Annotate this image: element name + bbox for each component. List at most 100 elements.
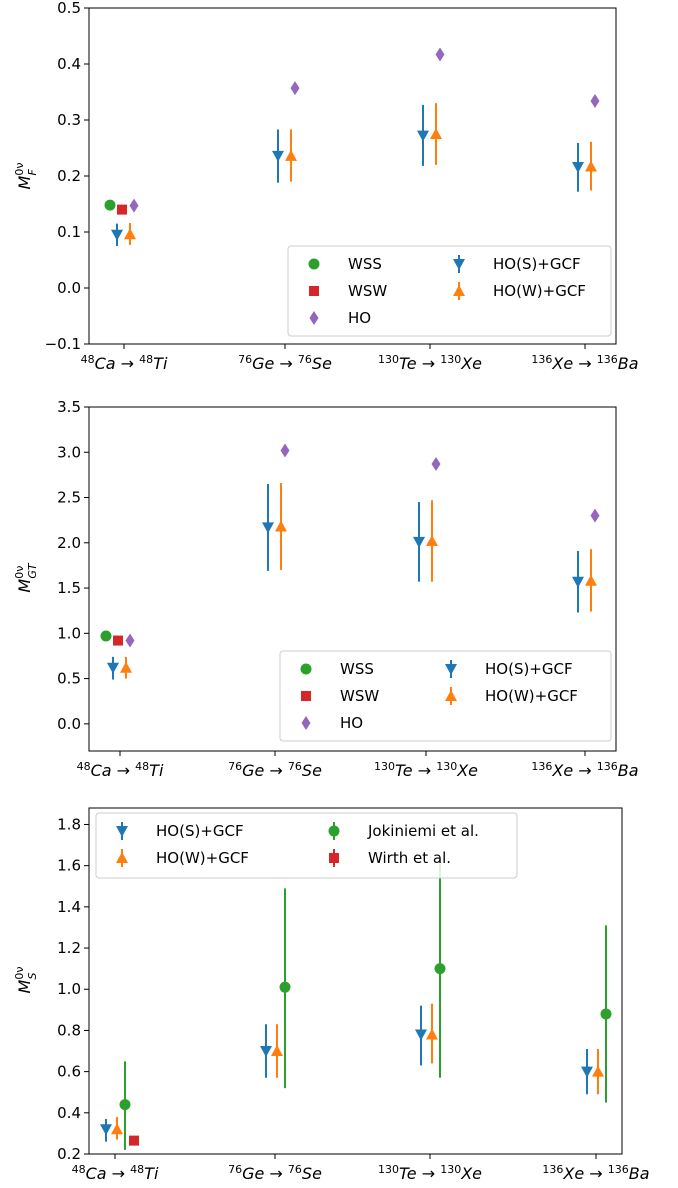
- y-tick-label: 0.5: [57, 0, 81, 17]
- legend-marker: [116, 852, 128, 863]
- legend-marker: [328, 825, 340, 837]
- series-wirth-et-al-: [129, 1135, 139, 1146]
- legend-label: WSS: [348, 255, 382, 273]
- y-tick-label: 3.5: [57, 398, 81, 416]
- data-point-marker: [415, 1029, 427, 1041]
- legend-entry: HO(S)+GCF: [445, 660, 573, 678]
- data-point-marker: [280, 443, 290, 458]
- data-point-marker: [585, 574, 597, 586]
- data-point-marker: [431, 457, 441, 472]
- y-axis-label: M0νF: [13, 163, 39, 190]
- legend-box: [287, 245, 612, 337]
- y-tick-label: 1.4: [57, 898, 81, 916]
- legend-label: WSW: [340, 687, 379, 705]
- legend-entry: WSW: [309, 282, 387, 300]
- x-tick-label: 136Xe → 136Ba: [531, 353, 638, 373]
- data-point-marker: [124, 228, 136, 240]
- legend-marker: [301, 691, 311, 701]
- x-tick-label: 48Ca → 48Ti: [81, 353, 168, 373]
- y-tick-label: 0.0: [57, 715, 81, 733]
- legend-entry: HO: [309, 309, 371, 327]
- chart-panel-1: −0.1 0.0 0.1 0.2 0.3 0.4 0.5 M0νF 48Ca → 48Ti 76G…: [13, 0, 639, 373]
- legend-entry: HO(W)+GCF: [116, 849, 249, 867]
- data-point-marker: [434, 963, 446, 975]
- data-point-marker: [279, 981, 291, 993]
- legend-label: WSS: [340, 660, 374, 678]
- data-point-marker: [426, 1028, 438, 1040]
- data-point-marker: [417, 130, 429, 142]
- series-ho-s-gcf: [107, 483, 584, 680]
- series-ho-w-gcf: [120, 483, 597, 679]
- data-point-marker: [111, 229, 123, 241]
- data-point-marker: [426, 534, 438, 546]
- legend-entry: WSW: [301, 687, 379, 705]
- legend-marker: [445, 690, 457, 701]
- y-tick-label: 0.1: [57, 223, 81, 241]
- data-point-marker: [125, 633, 135, 648]
- legend-entry: Wirth et al.: [329, 849, 451, 867]
- legend-label: HO(W)+GCF: [156, 849, 249, 867]
- y-tick-label: 1.0: [57, 980, 81, 998]
- legend-marker: [445, 664, 457, 675]
- legend-marker: [309, 311, 319, 325]
- legend-label: HO(S)+GCF: [485, 660, 573, 678]
- y-tick-label: 2.0: [57, 534, 81, 552]
- y-tick-label: 0.4: [57, 1104, 81, 1122]
- data-point-marker: [435, 47, 445, 62]
- y-tick-label: 0.3: [57, 111, 81, 129]
- y-tick-label: 1.2: [57, 939, 81, 957]
- y-tick-label: 0.8: [57, 1021, 81, 1039]
- series-ho-w-gcf: [111, 1003, 604, 1140]
- legend-entry: HO(S)+GCF: [116, 822, 244, 840]
- chart-panel-3: 0.2 0.4 0.6 0.8 1.0 1.2 1.4 1.6 1.8 M0νS 48Ca → 48…: [13, 807, 650, 1183]
- data-point-marker: [581, 1066, 593, 1078]
- data-point-marker: [590, 508, 600, 523]
- plot-frame: [88, 807, 623, 1155]
- legend-entry: HO(S)+GCF: [453, 255, 581, 273]
- data-point-marker: [285, 149, 297, 161]
- x-tick-label: 130Te → 130Xe: [378, 1163, 482, 1183]
- data-point-marker: [271, 1045, 283, 1057]
- legend-entry: WSS: [300, 660, 374, 678]
- legend-label: HO: [348, 309, 371, 327]
- y-tick-label: 0.2: [57, 167, 81, 185]
- series-jokiniemi-et-al-: [119, 861, 612, 1150]
- y-tick-label: 0.4: [57, 55, 81, 73]
- x-tick-label: 48Ca → 48Ti: [72, 1163, 159, 1183]
- chart-panel-2: 0.0 0.5 1.0 1.5 2.0 2.5 3.0 3.5 M0νGT 48Ca → 48Ti…: [13, 398, 639, 780]
- series-wss: [104, 199, 116, 211]
- y-tick-label: 1.8: [57, 815, 81, 833]
- legend-box: [279, 650, 612, 742]
- data-point-marker: [572, 576, 584, 588]
- y-tick-label: 0.2: [57, 1145, 81, 1163]
- legend: WSS WSW HO HO(S)+GCF HO(W)+GCF: [287, 245, 612, 337]
- legend-label: HO(S)+GCF: [156, 822, 244, 840]
- plot-frame: [88, 406, 617, 752]
- legend-entry: HO(W)+GCF: [453, 282, 586, 300]
- data-point-marker: [413, 536, 425, 548]
- legend-label: HO(W)+GCF: [493, 282, 586, 300]
- data-point-marker: [111, 1123, 123, 1135]
- legend-marker: [300, 663, 312, 675]
- series-ho-s-gcf: [111, 104, 584, 246]
- legend-label: HO: [340, 714, 363, 732]
- y-tick-label: 0.6: [57, 1063, 81, 1081]
- data-point-marker: [129, 1135, 139, 1146]
- data-point-marker: [290, 81, 300, 96]
- legend-label: HO(W)+GCF: [485, 687, 578, 705]
- y-tick-label: 1.5: [57, 579, 81, 597]
- y-tick-label: 1.6: [57, 857, 81, 875]
- x-tick-label: 136Xe → 136Ba: [542, 1163, 649, 1183]
- legend-label: Wirth et al.: [368, 849, 451, 867]
- data-point-marker: [100, 630, 112, 642]
- x-tick-label: 76Ge → 76Se: [238, 353, 332, 373]
- y-axis-label: M0νS: [13, 967, 39, 994]
- legend-entry: HO(W)+GCF: [445, 687, 578, 705]
- legend-marker: [453, 285, 465, 296]
- series-ho: [129, 47, 600, 213]
- x-tick-label: 76Ge → 76Se: [228, 1163, 322, 1183]
- data-point-marker: [260, 1046, 272, 1058]
- y-tick-label: 0.5: [57, 670, 81, 688]
- series-wsw: [113, 635, 123, 646]
